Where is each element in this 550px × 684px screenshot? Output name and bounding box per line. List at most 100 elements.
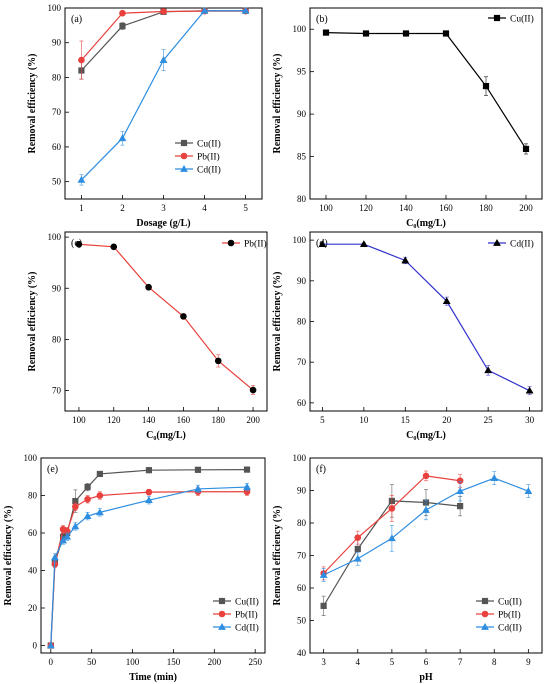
plot-frame xyxy=(309,231,543,412)
legend-marker xyxy=(493,238,501,246)
y-tick-label: 90 xyxy=(297,486,307,496)
data-point xyxy=(50,553,59,561)
data-point xyxy=(63,532,72,540)
x-tick-label: 6 xyxy=(424,657,429,667)
y-tick-label: 90 xyxy=(52,283,62,293)
data-point xyxy=(249,386,257,394)
x-tick-label: 250 xyxy=(248,657,262,667)
legend-entry: Cu(II) xyxy=(510,14,534,25)
x-tick-label: 140 xyxy=(399,203,413,213)
legend-marker xyxy=(481,622,489,630)
data-point xyxy=(110,243,118,251)
data-point xyxy=(442,297,451,305)
data-point xyxy=(84,483,91,491)
data-point xyxy=(320,602,327,609)
legend-marker xyxy=(218,610,226,618)
data-point xyxy=(96,470,103,478)
series-Cd(II) xyxy=(318,240,534,396)
x-tick-label: 140 xyxy=(142,415,156,425)
legend-marker xyxy=(218,597,226,605)
y-tick-label: 50 xyxy=(297,616,307,626)
data-point xyxy=(388,505,396,512)
legend-marker xyxy=(227,239,235,247)
x-tick-label: 5 xyxy=(390,657,395,667)
y-tick-label: 80 xyxy=(28,491,38,501)
data-point xyxy=(83,512,92,519)
chart-panel-2: 100 120 140 160 180 200 80 85 90 95 100 C₀(mg/L) Rem… xyxy=(272,7,543,229)
x-tick-label: 8 xyxy=(492,657,497,667)
x-tick-label: 15 xyxy=(401,415,411,425)
x-tick-label: 25 xyxy=(484,415,494,425)
y-tick-label: 60 xyxy=(52,142,62,152)
series-line xyxy=(50,486,248,646)
y-tick-label: 50 xyxy=(52,177,62,187)
data-point xyxy=(75,240,83,248)
data-point xyxy=(241,6,250,14)
x-tick-label: 5 xyxy=(243,203,248,213)
data-point xyxy=(362,30,370,37)
x-tick-label: 3 xyxy=(161,203,166,213)
x-tick-label: 180 xyxy=(211,415,225,425)
x-tick-label: 50 xyxy=(87,657,97,667)
legend-entry: Cd(II) xyxy=(235,623,259,634)
y-axis-label: Removal efficiency (%) xyxy=(272,272,283,372)
x-tick-label: 200 xyxy=(519,203,533,213)
x-tick-label: 7 xyxy=(458,657,463,667)
legend-marker xyxy=(180,152,188,160)
y-tick-label: 70 xyxy=(297,357,307,367)
x-tick-label: 2 xyxy=(120,203,125,213)
data-point xyxy=(354,534,362,541)
y-tick-label: 90 xyxy=(297,276,307,286)
series-line xyxy=(50,469,248,646)
series-line xyxy=(322,243,530,392)
data-point xyxy=(160,8,167,15)
x-tick-label: 30 xyxy=(525,415,535,425)
data-point xyxy=(442,30,450,37)
data-point xyxy=(243,466,251,473)
chart-panel-5: 0 50 100 150 200 250 0 20 40 60 80 100 Time (min) Rem… xyxy=(3,453,266,683)
panel-label: (e) xyxy=(47,464,58,475)
y-tick-label: 100 xyxy=(48,3,62,13)
x-axis-label: Time (min) xyxy=(129,672,177,683)
y-tick-label: 80 xyxy=(52,72,62,82)
x-axis-label: C₀(mg/L) xyxy=(406,430,446,441)
legend-marker xyxy=(493,14,501,22)
data-point xyxy=(522,145,530,153)
data-point xyxy=(59,536,67,544)
plot-frame xyxy=(40,457,266,654)
y-tick-label: 100 xyxy=(293,453,307,463)
data-point xyxy=(194,484,202,492)
x-tick-label: 120 xyxy=(107,415,121,425)
series-Pb(II) xyxy=(47,487,251,649)
y-axis-label: Removal efficiency (%) xyxy=(272,54,283,154)
legend: Cu(II) Pb(II) Cd(II) xyxy=(476,597,522,634)
legend-marker xyxy=(180,139,188,147)
legend-entry: Cd(II) xyxy=(510,239,534,250)
plot-frame xyxy=(64,231,268,412)
x-tick-label: 200 xyxy=(246,415,260,425)
data-point xyxy=(482,82,490,90)
data-point xyxy=(525,386,534,394)
x-tick-label: 200 xyxy=(208,657,222,667)
x-tick-label: 4 xyxy=(202,203,207,213)
x-axis-label: pH xyxy=(419,672,433,683)
data-point xyxy=(145,467,153,474)
data-point xyxy=(200,6,209,14)
y-tick-label: 70 xyxy=(52,107,62,117)
y-tick-label: 40 xyxy=(28,566,38,576)
x-tick-label: 1 xyxy=(79,203,84,213)
y-tick-label: 60 xyxy=(28,528,38,538)
y-tick-label: 95 xyxy=(297,67,307,77)
x-axis-label: C₀(mg/L) xyxy=(146,430,186,441)
y-tick-label: 90 xyxy=(297,109,307,119)
y-tick-label: 60 xyxy=(297,398,307,408)
data-point xyxy=(118,134,127,142)
legend: Cu(II) xyxy=(488,14,534,25)
x-tick-label: 20 xyxy=(442,415,452,425)
series-line xyxy=(50,491,248,646)
x-axis-label: C₀(mg/L) xyxy=(406,218,446,229)
data-point xyxy=(402,30,410,37)
y-tick-label: 80 xyxy=(52,334,62,344)
series-Cd(II) xyxy=(77,6,250,186)
